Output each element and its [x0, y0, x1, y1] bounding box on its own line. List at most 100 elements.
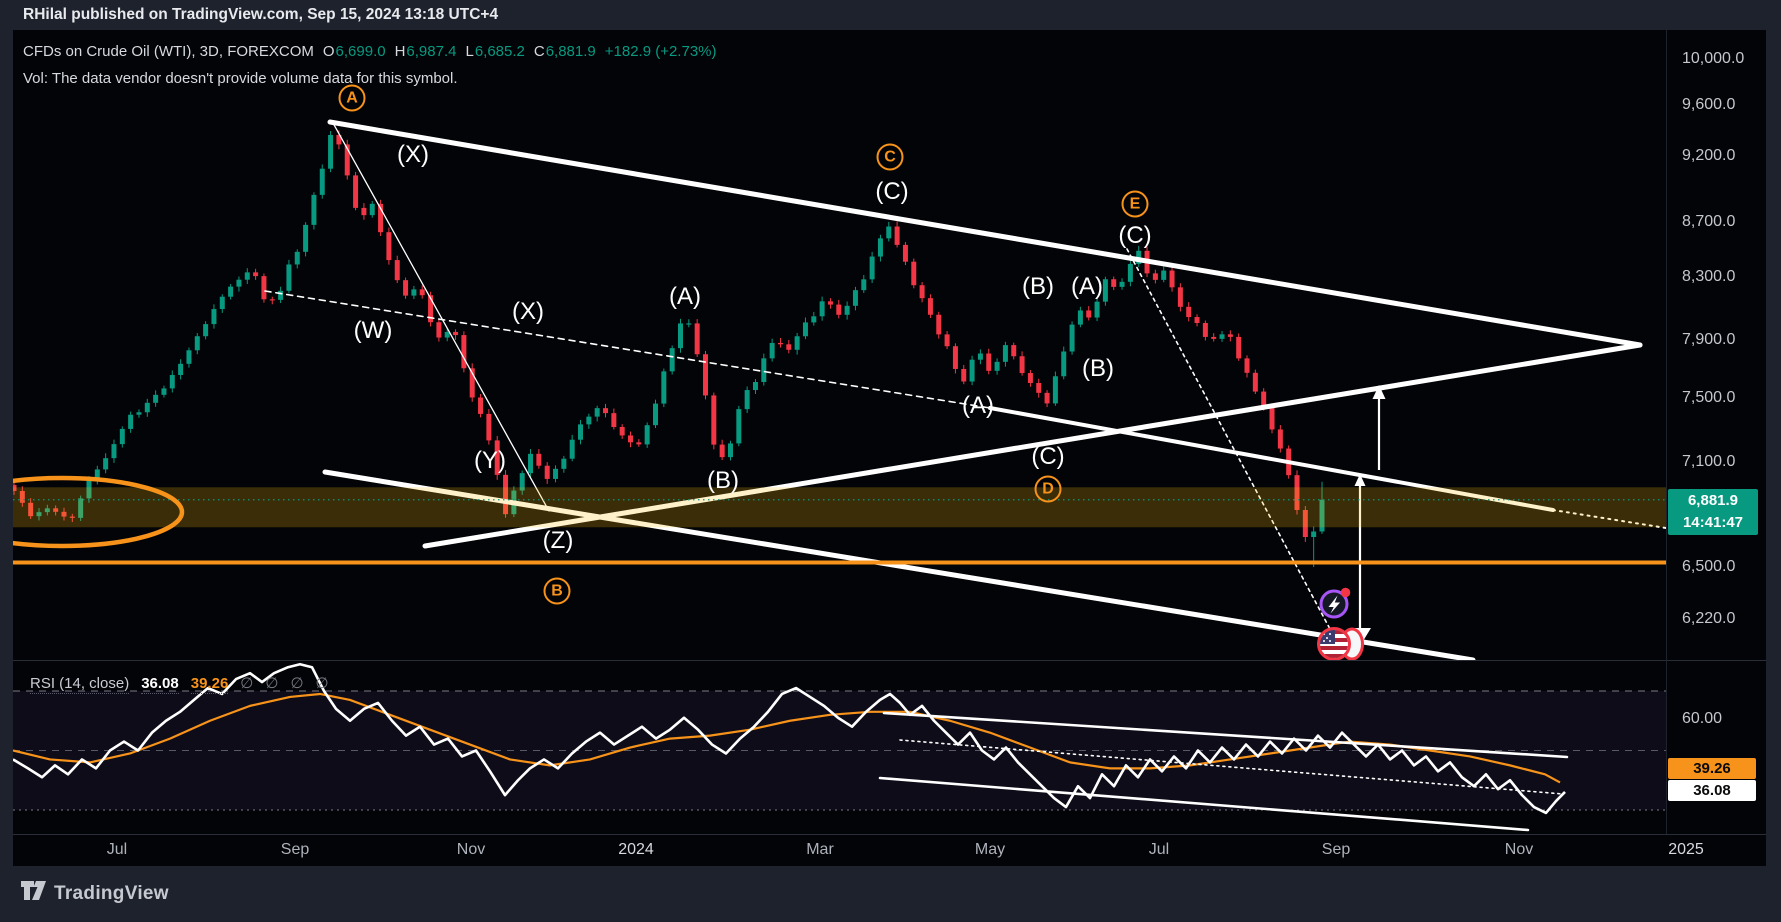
volume-note: Vol: The data vendor doesn't provide vol… [23, 70, 458, 87]
wave-label[interactable]: (B) [707, 467, 739, 494]
price-axis-label: 9,200.0 [1682, 147, 1736, 164]
price-axis-border[interactable] [1666, 30, 1667, 834]
bar-countdown: 14:41:47 [1682, 514, 1744, 531]
ohlc-value: 6,987.4 [406, 43, 457, 60]
trendline[interactable] [322, 469, 1476, 663]
wave-label[interactable]: (X) [397, 141, 429, 168]
wave-label[interactable]: (A) [962, 392, 994, 419]
wave-label[interactable]: (C) [1031, 443, 1065, 470]
time-axis-label: Nov [1504, 841, 1534, 858]
wave-label[interactable]: (C) [1118, 222, 1152, 249]
wave-label[interactable]: (C) [875, 178, 909, 205]
last-price: 6,881.9 [1687, 492, 1739, 509]
wave-label[interactable]: (Z) [542, 527, 574, 554]
rsi-ma-value: 39.26 [190, 675, 229, 694]
price-axis-label: 8,300.0 [1682, 268, 1736, 285]
time-axis-label: Sep [280, 841, 310, 858]
accumulation-ellipse[interactable] [0, 475, 185, 549]
time-axis-label: Mar [806, 841, 834, 858]
footer-bar: TradingView [0, 866, 1781, 922]
main-price-pane [0, 30, 1667, 663]
ohlc-value: 6,685.2 [474, 43, 525, 60]
wave-label[interactable]: (Y) [474, 447, 506, 474]
candles [11, 130, 1325, 568]
last-price-badge: 6,881.9 14:41:47 [1668, 489, 1758, 535]
rsi-empty-input[interactable]: ∅ [290, 675, 304, 692]
ohlc-key: L [465, 43, 474, 60]
ohlc-value: 6,881.9 [545, 43, 596, 60]
price-axis-label: 8,700.0 [1682, 213, 1736, 230]
circled-wave-label[interactable]: B [543, 577, 571, 605]
circled-wave-label[interactable]: C [876, 143, 904, 171]
rsi-empty-input[interactable]: ∅ [265, 675, 279, 692]
rsi-line [12, 662, 1566, 815]
rsi-trendline[interactable] [882, 711, 1569, 759]
rsi-legend: RSI (14, close) 36.08 39.26 ∅ ∅ ∅ ∅ [30, 674, 341, 694]
arrow-up-head[interactable] [1354, 474, 1366, 486]
circled-wave-label[interactable]: E [1121, 190, 1149, 218]
ohlc-values: O6,699.0 H6,987.4 L6,685.2 C6,881.9 [314, 43, 596, 60]
trendline[interactable] [1552, 509, 1667, 529]
time-axis-border [13, 834, 1766, 835]
change-value: +182.9 (+2.73%) [604, 43, 717, 60]
time-axis-label: Jul [106, 841, 128, 858]
ohlc-key: H [394, 43, 406, 60]
price-axis-label: 60.00 [1682, 710, 1723, 727]
tradingview-brand[interactable]: TradingView [54, 883, 169, 904]
trendline[interactable] [988, 406, 1555, 512]
price-axis-label: 6,220.0 [1682, 610, 1736, 627]
rsi-ma-line [12, 692, 1561, 784]
rsi-empty-slots: ∅ ∅ ∅ ∅ [240, 675, 340, 693]
price-axis-label: 7,100.0 [1682, 453, 1736, 470]
highlight-band[interactable] [13, 487, 1666, 528]
wave-label[interactable]: (A) [669, 283, 701, 310]
rsi-badge: 39.26 [1668, 758, 1756, 779]
symbol-legend: CFDs on Crude Oil (WTI), 3D, FOREXCOM O6,… [23, 43, 717, 60]
rsi-pane [12, 661, 1666, 866]
price-axis-label: 7,900.0 [1682, 331, 1736, 348]
time-axis-label: May [974, 841, 1006, 858]
rsi-empty-input[interactable]: ∅ [240, 675, 254, 692]
circled-wave-label[interactable]: D [1034, 475, 1062, 503]
rsi-badge: 36.08 [1668, 780, 1756, 801]
wave-label[interactable]: (B) [1082, 355, 1114, 382]
wave-label[interactable]: (B) [1022, 273, 1054, 300]
rsi-trendline[interactable] [899, 739, 1564, 795]
wave-label[interactable]: (W) [353, 317, 393, 344]
circled-wave-label[interactable]: A [338, 84, 366, 112]
pane-separator[interactable] [13, 660, 1766, 661]
price-axis-label: 7,500.0 [1682, 389, 1736, 406]
trendline[interactable] [332, 122, 550, 512]
rsi-trendline[interactable] [878, 776, 1530, 832]
trendline[interactable] [1126, 248, 1339, 645]
ohlc-key: O [322, 43, 335, 60]
wave-label[interactable]: (A) [1071, 273, 1103, 300]
time-axis-label: Sep [1321, 841, 1351, 858]
price-axis-label: 6,500.0 [1682, 558, 1736, 575]
arrow-up-head[interactable] [1372, 385, 1386, 399]
price-axis-label: 10,000.0 [1682, 50, 1745, 67]
ohlc-value: 6,699.0 [335, 43, 386, 60]
event-flash-icon[interactable] [1319, 587, 1351, 619]
rsi-value: 36.08 [141, 675, 179, 694]
main-chart-svg [0, 119, 1667, 663]
time-axis-label: Jul [1148, 841, 1170, 858]
rsi-svg [12, 662, 1666, 832]
time-axis-label: Nov [456, 841, 486, 858]
trendline[interactable] [327, 119, 1643, 348]
rsi-empty-input[interactable]: ∅ [315, 675, 329, 692]
publish-title: RHilal published on TradingView.com, Sep… [23, 6, 499, 23]
publish-header: RHilal published on TradingView.com, Sep… [0, 0, 1781, 30]
trendline[interactable] [422, 342, 1643, 549]
rsi-title[interactable]: RSI (14, close) [30, 675, 130, 694]
us-flag-economic-event-icon[interactable] [1317, 627, 1364, 661]
price-axis-label: 9,600.0 [1682, 96, 1736, 113]
trendline[interactable] [264, 290, 991, 409]
wave-label[interactable]: (X) [512, 298, 544, 325]
tradingview-logo-icon[interactable] [20, 880, 50, 906]
time-axis-label: 2024 [618, 841, 654, 858]
time-axis-label: 2025 [1668, 841, 1704, 858]
symbol-title[interactable]: CFDs on Crude Oil (WTI), 3D, FOREXCOM [23, 43, 314, 60]
ohlc-key: C [533, 43, 545, 60]
